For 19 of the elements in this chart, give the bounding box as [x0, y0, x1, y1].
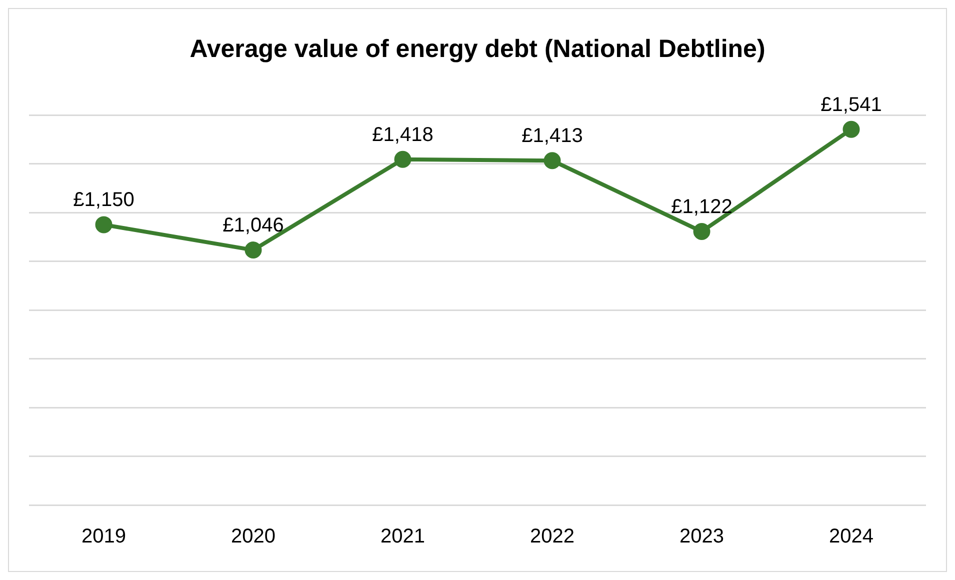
- x-tick-label: 2020: [231, 526, 276, 548]
- x-tick-label: 2021: [380, 526, 425, 548]
- data-label: £1,413: [522, 125, 583, 148]
- point: [394, 150, 412, 168]
- point: [244, 242, 262, 259]
- point: [95, 216, 112, 234]
- point: [693, 223, 710, 240]
- data-label: £1,541: [820, 94, 882, 116]
- data-label: £1,150: [73, 189, 134, 212]
- x-tick-label: 2023: [680, 526, 724, 548]
- x-tick-label: 2022: [530, 526, 574, 548]
- data-label: £1,046: [222, 214, 284, 237]
- data-label: £1,122: [671, 196, 732, 218]
- x-tick-label: 2019: [82, 526, 126, 548]
- point: [842, 120, 860, 138]
- chart-title: Average value of energy debt (National Debtline): [190, 34, 766, 63]
- x-tick-label: 2024: [829, 526, 874, 548]
- data-label: £1,418: [372, 124, 434, 146]
- point: [544, 152, 561, 170]
